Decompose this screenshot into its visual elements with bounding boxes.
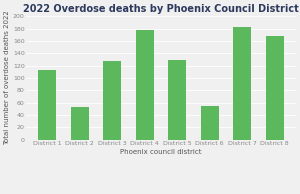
Y-axis label: Total number of overdose deaths 2022: Total number of overdose deaths 2022: [4, 11, 10, 145]
Bar: [233, 27, 251, 140]
Bar: [168, 60, 186, 140]
X-axis label: Phoenix council district: Phoenix council district: [120, 149, 202, 155]
Bar: [103, 61, 121, 140]
Bar: [71, 107, 89, 140]
Bar: [136, 30, 154, 140]
Bar: [201, 106, 219, 140]
Bar: [38, 70, 56, 140]
Bar: [266, 36, 284, 140]
Title: 2022 Overdose deaths by Phoenix Council District: 2022 Overdose deaths by Phoenix Council …: [23, 4, 299, 14]
